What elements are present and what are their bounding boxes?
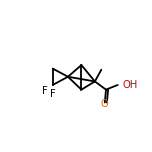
Text: O: O [101, 99, 109, 109]
Text: OH: OH [122, 80, 138, 90]
Text: F: F [50, 89, 56, 99]
Text: F: F [42, 86, 47, 96]
